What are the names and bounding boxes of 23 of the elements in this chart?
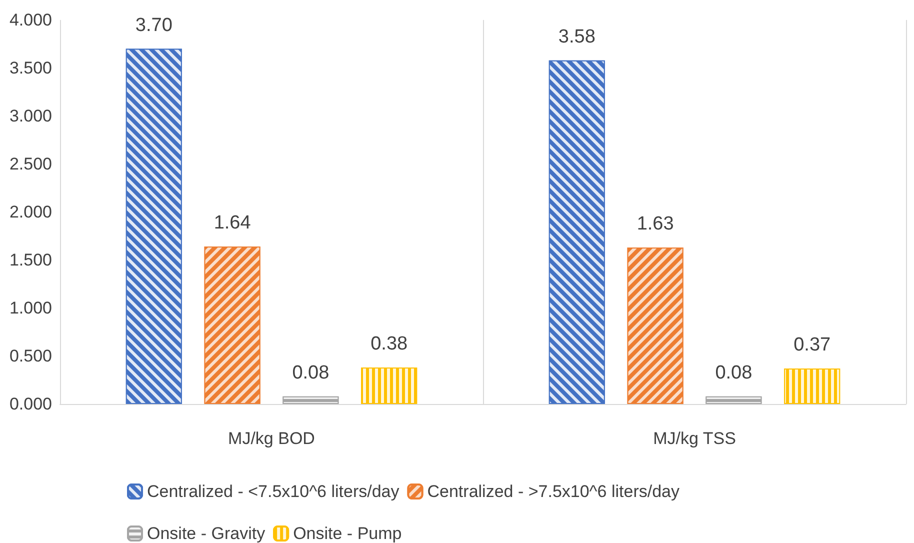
y-tick-label: 4.000 xyxy=(9,10,52,30)
data-label: 1.64 xyxy=(214,212,252,234)
x-tick-label: MJ/kg TSS xyxy=(653,429,736,448)
legend-label: Centralized - <7.5x10^6 liters/day xyxy=(147,482,400,501)
data-label: 3.70 xyxy=(135,14,172,36)
data-label: 3.58 xyxy=(558,26,596,48)
data-label: 0.08 xyxy=(715,362,752,384)
data-label: 0.08 xyxy=(292,362,330,384)
y-tick-label: 3.000 xyxy=(9,106,52,126)
y-tick-label: 0.000 xyxy=(9,394,52,414)
legend-label: Onsite - Pump xyxy=(293,524,402,543)
y-tick-label: 0.500 xyxy=(9,346,52,366)
y-tick-label: 2.500 xyxy=(9,154,52,174)
y-tick-label: 3.500 xyxy=(9,58,52,78)
data-label: 0.38 xyxy=(370,334,408,355)
data-label: 1.63 xyxy=(636,214,674,235)
legend-label: Centralized - >7.5x10^6 liters/day xyxy=(427,482,680,501)
y-tick-label: 1.000 xyxy=(9,298,52,318)
y-tick-label: 1.500 xyxy=(9,250,52,270)
x-tick-label: MJ/kg BOD xyxy=(228,429,315,448)
y-tick-label: 2.000 xyxy=(9,202,52,222)
data-label: 0.37 xyxy=(794,334,831,356)
legend-label: Onsite - Gravity xyxy=(147,524,266,543)
